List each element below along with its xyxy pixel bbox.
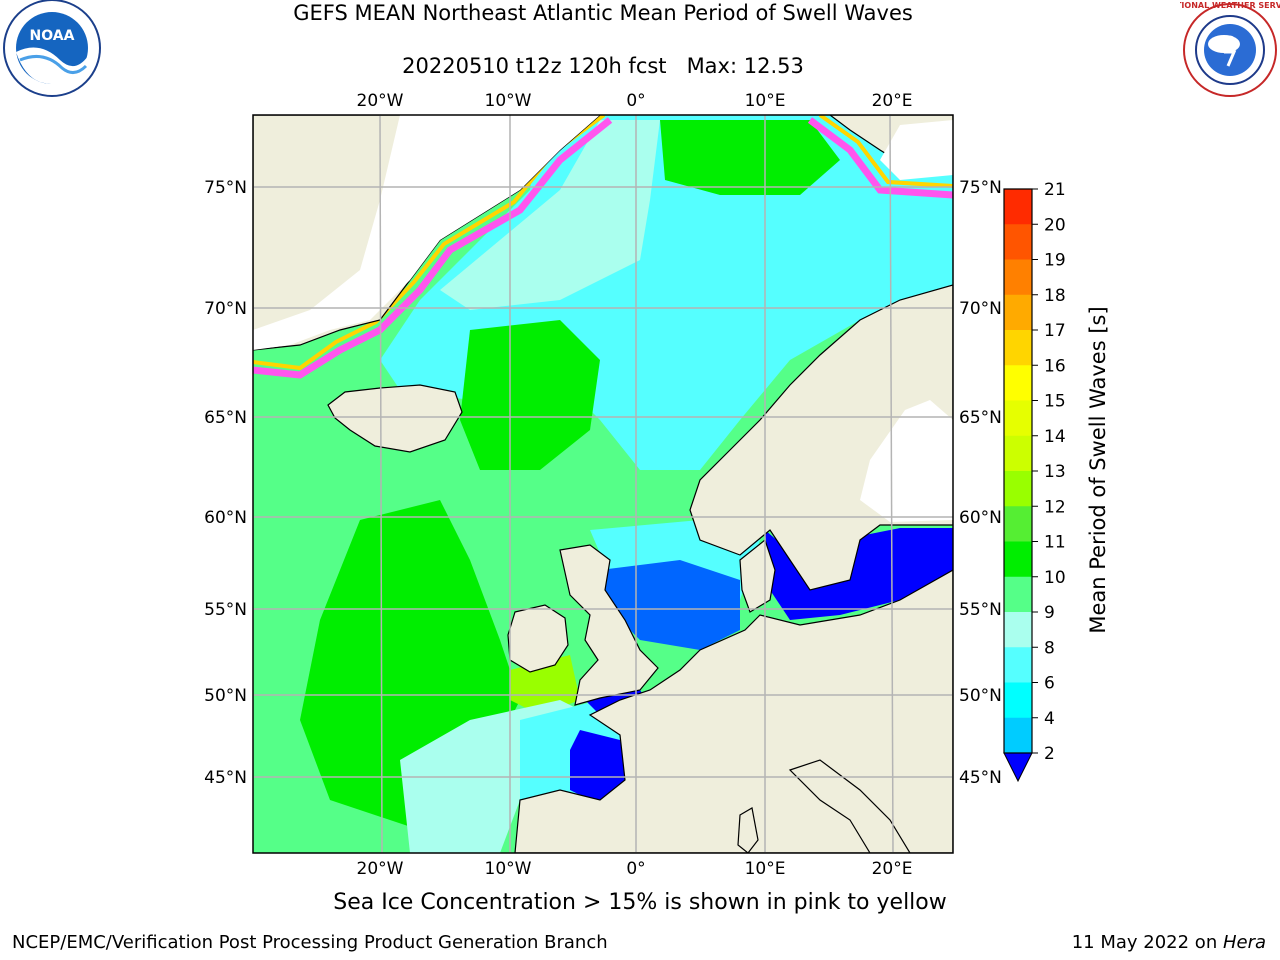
colorbar-tick-label: 13 <box>1044 462 1066 482</box>
lat-tick-right: 70°N <box>959 299 1002 319</box>
land-corsica-sardinia <box>737 807 759 853</box>
colorbar-segment <box>1004 189 1032 225</box>
noaa-logo-text: NOAA <box>30 28 75 44</box>
colorbar-tick-label: 10 <box>1044 568 1066 588</box>
lon-tick-bottom: 10°E <box>745 859 786 879</box>
map-area <box>253 115 953 853</box>
colorbar-tick-label: 20 <box>1044 215 1066 235</box>
colorbar-segment <box>1004 365 1032 401</box>
colorbar-segment <box>1004 224 1032 260</box>
sea-ice-greenland <box>253 117 613 379</box>
colorbar-segment <box>1004 717 1032 754</box>
noaa-logo: NOAA <box>3 0 101 97</box>
map-frame <box>252 114 954 854</box>
colorbar-segment <box>1004 612 1032 648</box>
lat-tick-left: 65°N <box>204 408 247 428</box>
footer-host: Hera <box>1222 932 1266 953</box>
ice-greenland-interior <box>253 115 600 350</box>
ocean-blue-northsea <box>600 560 740 650</box>
nws-logo: NATIONAL WEATHER SERVICE <box>1180 1 1280 97</box>
land-italy <box>788 759 911 853</box>
title-line-1: GEFS MEAN Northeast Atlantic Mean Period… <box>293 1 913 25</box>
colorbar-tick-label: 21 <box>1044 180 1066 200</box>
ice-bothnia <box>860 400 953 522</box>
colorbar-segment <box>1004 682 1032 719</box>
ice-svalbard <box>880 120 953 180</box>
lat-ticks-left: 75°N 70°N 65°N 60°N 55°N 50°N 45°N <box>204 178 247 788</box>
lon-tick-top: 20°W <box>357 91 404 111</box>
lon-ticks-top: 20°W 10°W 0° 10°E 20°E <box>357 91 913 111</box>
title-line-2: 20220510 t12z 120h fcst Max: 12.53 <box>402 54 804 78</box>
ocean-blue-biscay <box>570 730 630 805</box>
ocean-green-barents <box>660 120 840 195</box>
colorbar-tick-label: 14 <box>1044 427 1066 447</box>
colorbar-tick-label: 18 <box>1044 286 1066 306</box>
lat-tick-left: 55°N <box>204 600 247 620</box>
ocean-green-norwegian <box>460 320 600 470</box>
colorbar-segment <box>1004 259 1032 296</box>
lat-tick-right: 75°N <box>959 178 1002 198</box>
lat-tick-right: 60°N <box>959 508 1002 528</box>
colorbar-under-arrow <box>1003 752 1033 783</box>
lon-tick-top: 0° <box>626 91 645 111</box>
lat-tick-left: 60°N <box>204 508 247 528</box>
colorbar-tick-label: 9 <box>1044 603 1055 623</box>
lon-tick-top: 10°W <box>485 91 532 111</box>
nws-logo-text: NATIONAL WEATHER SERVICE <box>1180 1 1280 10</box>
colorbar-tick-label: 11 <box>1044 533 1066 553</box>
colorbar-segment <box>1004 647 1032 683</box>
lat-tick-right: 65°N <box>959 408 1002 428</box>
lat-tick-right: 50°N <box>959 686 1002 706</box>
colorbar-segment <box>1004 506 1032 542</box>
lat-tick-left: 70°N <box>204 299 247 319</box>
colorbar-label: Mean Period of Swell Waves [s] <box>1086 306 1110 633</box>
lon-tick-top: 20°E <box>872 91 913 111</box>
ocean-lightcyan-band <box>440 120 660 310</box>
footer-credit: NCEP/EMC/Verification Post Processing Pr… <box>12 932 608 953</box>
lon-ticks-bottom: 20°W 10°W 0° 10°E 20°E <box>357 859 913 879</box>
lon-tick-bottom: 20°E <box>872 859 913 879</box>
sea-ice-caption: Sea Ice Concentration > 15% is shown in … <box>333 890 947 915</box>
land-iceland <box>327 384 463 453</box>
lon-tick-bottom: 0° <box>626 859 645 879</box>
colorbar-tick-label: 12 <box>1044 497 1066 517</box>
lat-tick-right: 45°N <box>959 768 1002 788</box>
footer-date-text: 11 May 2022 on <box>1071 932 1223 953</box>
colorbar-tick-label: 19 <box>1044 251 1066 271</box>
colorbar-tick-label: 4 <box>1044 709 1055 729</box>
colorbar-tick-label: 2 <box>1044 744 1055 764</box>
sea-ice-svalbard-yellow <box>818 115 953 188</box>
colorbar-tick-label: 15 <box>1044 392 1066 412</box>
sea-ice-svalbard <box>807 117 953 199</box>
colorbar-segment <box>1004 435 1032 472</box>
colorbar-segment <box>1004 330 1032 366</box>
colorbar-tick-label: 6 <box>1044 674 1055 694</box>
colorbar-segment <box>1004 541 1032 578</box>
lat-tick-right: 55°N <box>959 600 1002 620</box>
colorbar-segment <box>1004 400 1032 437</box>
colorbar <box>1003 188 1033 783</box>
lon-tick-bottom: 10°W <box>485 859 532 879</box>
ocean-blue-baltic <box>765 528 953 620</box>
land-great-britain <box>559 544 659 706</box>
graticule <box>253 114 953 854</box>
lon-tick-bottom: 20°W <box>357 859 404 879</box>
lon-tick-top: 10°E <box>745 91 786 111</box>
lat-tick-left: 75°N <box>204 178 247 198</box>
colorbar-segment <box>1004 471 1032 507</box>
colorbar-segment <box>1004 576 1032 613</box>
footer-date: 11 May 2022 on Hera <box>1072 932 1266 953</box>
lat-ticks-right: 75°N 70°N 65°N 60°N 55°N 50°N 45°N <box>959 178 1002 788</box>
colorbar-ticks: 21 20 19 18 17 16 15 14 13 12 11 10 9 8 6 4 2 <box>1032 180 1066 764</box>
lat-tick-left: 50°N <box>204 686 247 706</box>
colorbar-tick-label: 8 <box>1044 638 1055 658</box>
colorbar-tick-label: 17 <box>1044 321 1066 341</box>
colorbar-segment <box>1004 294 1032 331</box>
lat-tick-left: 45°N <box>204 768 247 788</box>
colorbar-tick-label: 16 <box>1044 356 1066 376</box>
